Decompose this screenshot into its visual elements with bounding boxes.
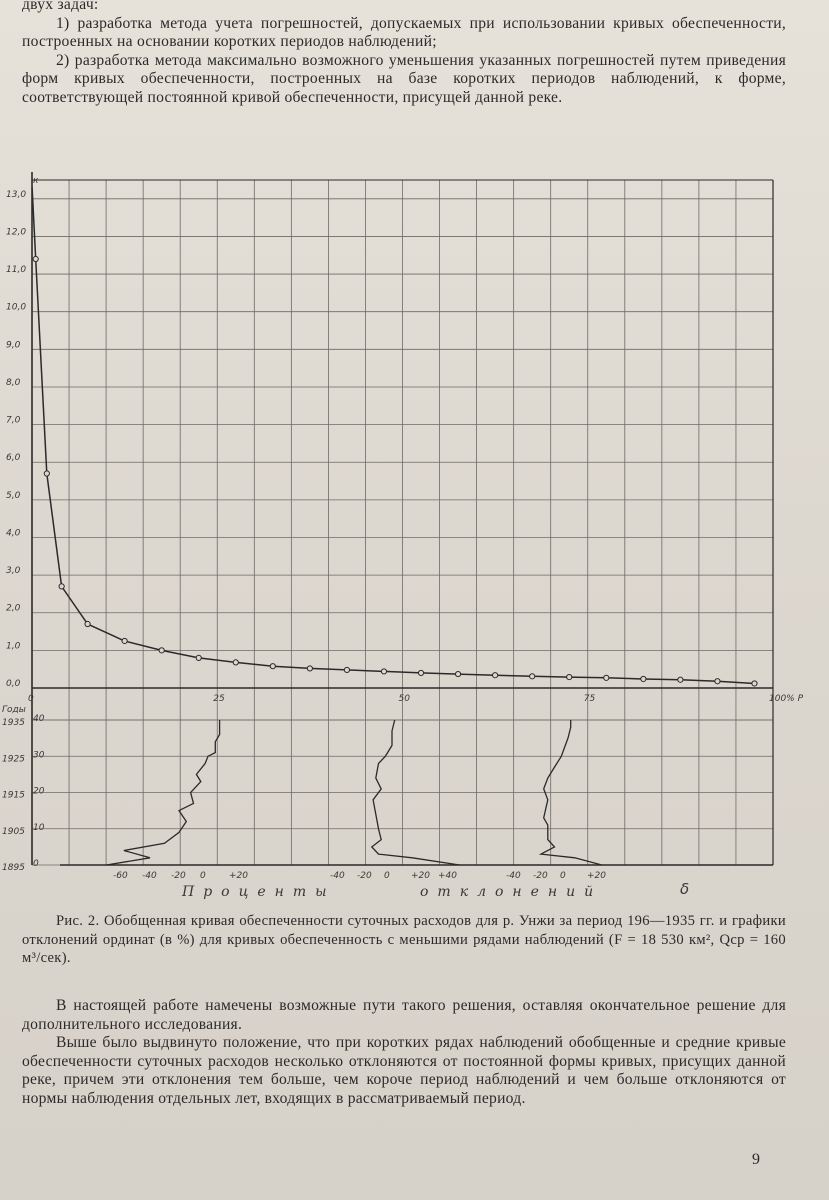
x-axis-word-deviations: отклонений [420, 884, 602, 900]
curve-point [84, 620, 91, 628]
period-tick-label: 40 [33, 714, 45, 724]
deviation-graphs [106, 719, 602, 866]
curve-point [603, 674, 610, 681]
deviation-tick-label: 0 [384, 871, 390, 881]
years-label: Годы [2, 705, 26, 715]
top-text-block: двух задач: 1) разработка метода учета п… [22, 0, 786, 108]
y-tick-label: 4,0 [6, 528, 21, 538]
deviation-tick-label: +20 [411, 871, 430, 881]
y-tick-label: 1,0 [6, 641, 21, 651]
curve-point [566, 673, 573, 681]
curve-point [343, 666, 351, 674]
year-tick-label: 1925 [2, 754, 25, 764]
curve-point [529, 673, 536, 680]
y-tick-label: 13,0 [6, 190, 26, 200]
deviation-tick-label: -20 [533, 871, 548, 881]
deviation-tick-label: -40 [330, 871, 345, 881]
y-tick-label: 9,0 [6, 340, 21, 350]
period-tick-label: 10 [33, 823, 45, 833]
intro-line: двух задач: [22, 0, 99, 13]
curve-point [640, 675, 647, 683]
axis-labels: к Годы Проценты отклонений δ 0,0 1,0 2,0 3,… [2, 176, 804, 900]
chart-grid [31, 180, 774, 866]
y-tick-label: 5,0 [6, 491, 21, 501]
curve-point [58, 583, 65, 590]
paragraph-1: В настоящей работе намечены возможные пу… [22, 997, 786, 1033]
period-tick-label: 0 [33, 859, 39, 869]
deviation-tick-label: -60 [113, 871, 128, 881]
x-axis-word-percent: Проценты [181, 884, 336, 900]
deviation-tick-label: -20 [171, 871, 186, 881]
deviation-line-2 [370, 719, 460, 866]
deviation-tick-label: 0 [560, 871, 566, 881]
y-tick-label: 10,0 [6, 303, 26, 313]
deviation-tick-label: +20 [587, 871, 606, 881]
deviation-tick-label: +20 [229, 871, 248, 881]
period-tick-label: 30 [33, 750, 45, 760]
curve-point [714, 678, 721, 685]
year-tick-label: 1895 [2, 863, 25, 873]
y-tick-label: 3,0 [6, 566, 21, 576]
list-item-2: 2) разработка метода максимально возможн… [22, 51, 786, 106]
x-tick-label: 100% P [769, 694, 804, 704]
curve-point [677, 676, 684, 683]
figure-caption: Рис. 2. Обобщенная кривая обеспеченности… [22, 913, 786, 966]
year-tick-label: 1935 [2, 718, 25, 728]
page-number: 9 [752, 1151, 760, 1168]
y-tick-label: 12,0 [6, 227, 26, 237]
curve-point [269, 663, 276, 670]
deviation-line-3 [538, 720, 602, 866]
y-tick-label: 2,0 [6, 604, 21, 614]
curve-point [43, 470, 50, 477]
deviation-tick-label: -40 [506, 871, 521, 881]
delta-symbol: δ [680, 880, 689, 898]
deviation-tick-label: +40 [438, 871, 457, 881]
curve-point [121, 637, 128, 645]
curve-point [417, 669, 425, 677]
curve-point [158, 647, 165, 654]
y-tick-label: 0,0 [6, 679, 21, 689]
y-axis-letter: к [33, 176, 39, 186]
deviation-tick-label: -40 [142, 871, 157, 881]
curve-line [31, 187, 755, 685]
x-tick-label: 0 [28, 694, 34, 704]
year-tick-label: 1905 [2, 827, 25, 837]
year-tick-label: 1915 [2, 791, 25, 801]
deviation-line-1 [106, 720, 221, 866]
list-item-1: 1) разработка метода учета погрешностей,… [22, 14, 786, 51]
deviation-tick-label: -20 [357, 871, 372, 881]
curve-point [306, 665, 313, 672]
period-tick-label: 20 [33, 787, 45, 797]
x-tick-label: 75 [584, 694, 596, 704]
curve-point [751, 680, 758, 687]
chart-frame [31, 172, 774, 866]
deviation-tick-label: 0 [200, 871, 206, 881]
curve-point [454, 670, 462, 678]
y-tick-label: 7,0 [6, 416, 21, 426]
curve-point [492, 672, 499, 679]
curve-point [195, 654, 202, 661]
probability-curve [31, 187, 758, 687]
x-tick-label: 50 [399, 694, 411, 704]
curve-point [380, 668, 388, 675]
y-tick-label: 8,0 [6, 378, 21, 388]
x-tick-label: 25 [213, 694, 225, 704]
y-tick-label: 6,0 [6, 453, 21, 463]
y-tick-label: 11,0 [6, 265, 26, 275]
curve-point [32, 255, 39, 263]
curve-point [232, 659, 239, 666]
paragraph-2: Выше было выдвинуто положение, что при к… [22, 1034, 786, 1107]
bottom-text-block: В настоящей работе намечены возможные пу… [22, 997, 786, 1109]
